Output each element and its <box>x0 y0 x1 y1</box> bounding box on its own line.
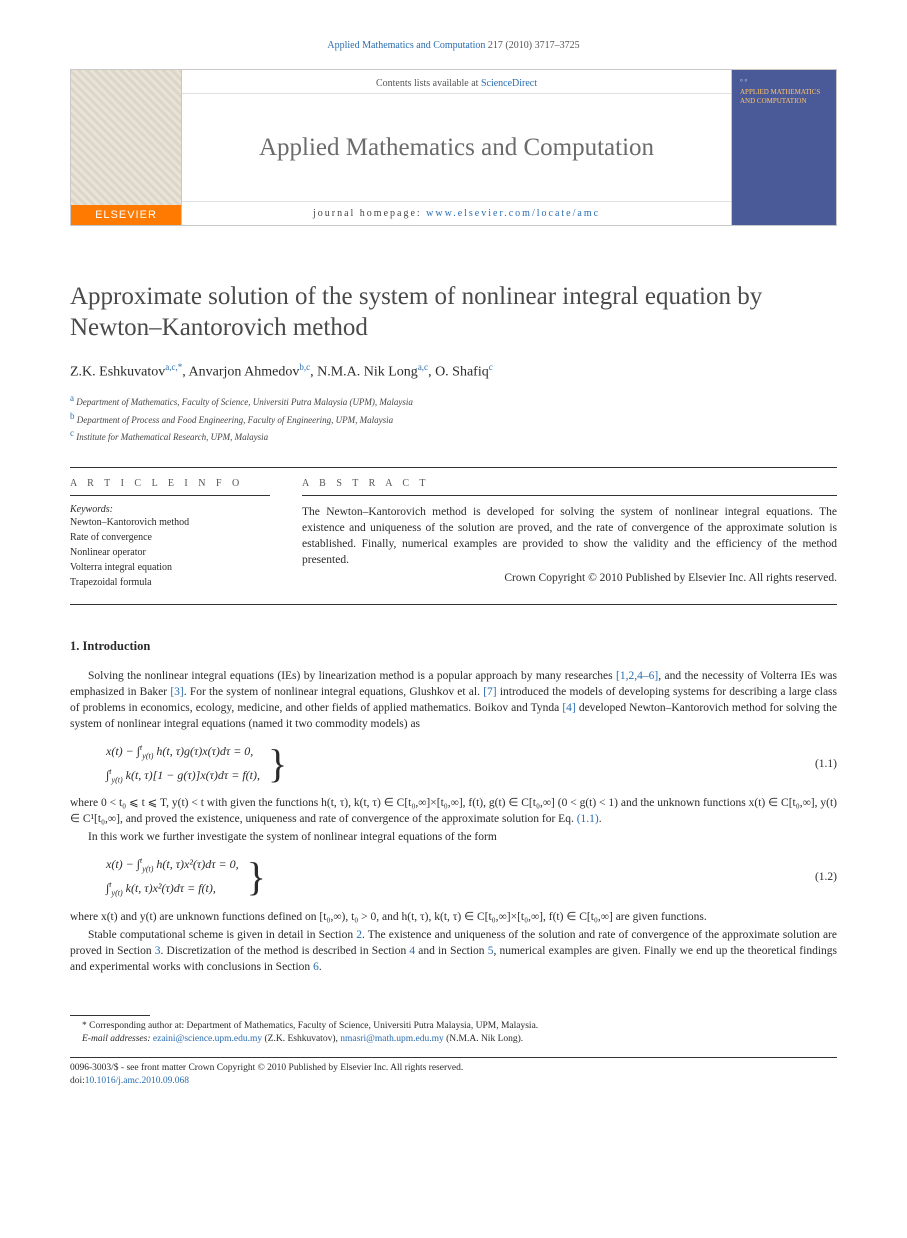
citation-link[interactable]: [3] <box>170 686 183 698</box>
abstract-copyright: Crown Copyright © 2010 Published by Else… <box>302 572 837 584</box>
affiliations: a Department of Mathematics, Faculty of … <box>70 392 837 445</box>
equation-ref-link[interactable]: (1.1) <box>577 813 599 825</box>
front-matter-line: 0096-3003/$ - see front matter Crown Cop… <box>70 1062 837 1075</box>
author-aff-mark: a,c,* <box>165 362 182 372</box>
article-title: Approximate solution of the system of no… <box>70 281 837 344</box>
journal-cover-thumbnail: ° ° APPLIED MATHEMATICS AND COMPUTATION <box>731 70 836 225</box>
keywords-list: Newton–Kantorovich method Rate of conver… <box>70 515 270 590</box>
aff-text: Department of Process and Food Engineeri… <box>77 415 393 425</box>
cover-dots: ° ° <box>740 78 828 86</box>
authors-line: Z.K. Eshkuvatova,c,*, Anvarjon Ahmedovb,… <box>70 362 837 381</box>
body-text: . <box>319 961 322 973</box>
footnote-mark: * <box>82 1021 87 1031</box>
abstract-label: A B S T R A C T <box>302 478 837 496</box>
homepage-url[interactable]: www.elsevier.com/locate/amc <box>426 208 600 219</box>
paragraph: Stable computational scheme is given in … <box>70 927 837 975</box>
body-text: . <box>599 813 602 825</box>
doi-line: doi:10.1016/j.amc.2010.09.068 <box>70 1075 837 1088</box>
email-link[interactable]: nmasri@math.upm.edu.my <box>340 1034 443 1044</box>
doi-label: doi: <box>70 1076 85 1086</box>
homepage-label: journal homepage: <box>313 208 426 219</box>
publisher-logo-block: ELSEVIER <box>71 70 182 225</box>
footnote-text: Corresponding author at: Department of M… <box>89 1021 538 1031</box>
author: N.M.A. Nik Long <box>317 364 418 379</box>
author-aff-mark: b,c <box>299 362 310 372</box>
citation-link[interactable]: [4] <box>562 702 575 714</box>
aff-text: Institute for Mathematical Research, UPM… <box>76 432 268 442</box>
contents-line: Contents lists available at ScienceDirec… <box>182 70 731 94</box>
abstract-text: The Newton–Kantorovich method is develop… <box>302 504 837 568</box>
aff-mark: c <box>70 428 74 438</box>
emails-footnote: E-mail addresses: ezaini@science.upm.edu… <box>70 1033 837 1046</box>
bottom-rule <box>70 1057 837 1058</box>
body-text: Stable computational scheme is given in … <box>88 929 356 941</box>
keywords-label: Keywords: <box>70 504 270 515</box>
keyword: Volterra integral equation <box>70 560 270 575</box>
abstract-column: A B S T R A C T The Newton–Kantorovich m… <box>302 468 837 604</box>
brace-icon: } <box>268 744 287 784</box>
running-head: Applied Mathematics and Computation 217 … <box>70 40 837 51</box>
author: O. Shafiq <box>435 364 489 379</box>
cover-title: APPLIED MATHEMATICS AND COMPUTATION <box>740 88 828 106</box>
emails-label: E-mail addresses: <box>82 1034 153 1044</box>
info-abstract-block: A R T I C L E I N F O Keywords: Newton–K… <box>70 467 837 605</box>
contents-prefix: Contents lists available at <box>376 78 481 89</box>
author: Anvarjon Ahmedov <box>189 364 300 379</box>
keyword: Rate of convergence <box>70 530 270 545</box>
author: Z.K. Eshkuvatov <box>70 364 165 379</box>
masthead: ELSEVIER Contents lists available at Sci… <box>70 69 837 226</box>
citation-link[interactable]: [1,2,4–6] <box>616 670 658 682</box>
sciencedirect-link[interactable]: ScienceDirect <box>481 78 537 89</box>
paragraph: Solving the nonlinear integral equations… <box>70 668 837 732</box>
body-text: . For the system of nonlinear integral e… <box>184 686 483 698</box>
equation-1-2: x(t) − ∫ty(t) h(t, τ)x²(τ)dτ = 0, ∫ty(t)… <box>106 853 837 900</box>
masthead-center: Contents lists available at ScienceDirec… <box>182 70 731 225</box>
journal-homepage: journal homepage: www.elsevier.com/locat… <box>182 201 731 225</box>
body-text: where 0 < t₀ ⩽ t ⩽ T, y(t) < t with give… <box>70 797 837 825</box>
running-head-journal[interactable]: Applied Mathematics and Computation <box>327 40 485 51</box>
author-aff-mark: a,c <box>418 362 428 372</box>
aff-mark: a <box>70 393 74 403</box>
journal-title: Applied Mathematics and Computation <box>182 94 731 201</box>
publisher-name: ELSEVIER <box>71 205 181 225</box>
aff-mark: b <box>70 411 75 421</box>
equation-number: (1.2) <box>815 871 837 883</box>
affiliation: b Department of Process and Food Enginee… <box>70 410 837 428</box>
equation-number: (1.1) <box>815 758 837 770</box>
footnote-rule <box>70 1015 150 1016</box>
keyword: Nonlinear operator <box>70 545 270 560</box>
email-link[interactable]: ezaini@science.upm.edu.my <box>153 1034 262 1044</box>
article-info-column: A R T I C L E I N F O Keywords: Newton–K… <box>70 468 270 604</box>
equation-1-1: x(t) − ∫ty(t) h(t, τ)g(τ)x(τ)dτ = 0, ∫ty… <box>106 740 837 787</box>
body-text: . Discretization of the method is descri… <box>161 945 410 957</box>
equation-body: x(t) − ∫ty(t) h(t, τ)g(τ)x(τ)dτ = 0, ∫ty… <box>106 740 260 787</box>
body-text: and in Section <box>415 945 488 957</box>
equation-body: x(t) − ∫ty(t) h(t, τ)x²(τ)dτ = 0, ∫ty(t)… <box>106 853 239 900</box>
paragraph: In this work we further investigate the … <box>70 829 837 845</box>
email-who: (N.M.A. Nik Long). <box>444 1034 523 1044</box>
running-head-issue: 217 (2010) 3717–3725 <box>488 40 580 51</box>
email-who: (Z.K. Eshkuvatov), <box>262 1034 340 1044</box>
author-aff-mark: c <box>489 362 493 372</box>
aff-text: Department of Mathematics, Faculty of Sc… <box>76 397 413 407</box>
citation-link[interactable]: [7] <box>483 686 496 698</box>
keyword: Trapezoidal formula <box>70 575 270 590</box>
paragraph: where 0 < t₀ ⩽ t ⩽ T, y(t) < t with give… <box>70 795 837 827</box>
affiliation: c Institute for Mathematical Research, U… <box>70 427 837 445</box>
keyword: Newton–Kantorovich method <box>70 515 270 530</box>
article-info-label: A R T I C L E I N F O <box>70 478 270 496</box>
elsevier-tree-icon <box>71 70 181 205</box>
body-text: Solving the nonlinear integral equations… <box>88 670 616 682</box>
paragraph: where x(t) and y(t) are unknown function… <box>70 909 837 925</box>
doi-link[interactable]: 10.1016/j.amc.2010.09.068 <box>85 1076 189 1086</box>
corresponding-footnote: * Corresponding author at: Department of… <box>70 1020 837 1033</box>
affiliation: a Department of Mathematics, Faculty of … <box>70 392 837 410</box>
brace-icon: } <box>247 857 266 897</box>
section-heading: 1. Introduction <box>70 639 837 654</box>
